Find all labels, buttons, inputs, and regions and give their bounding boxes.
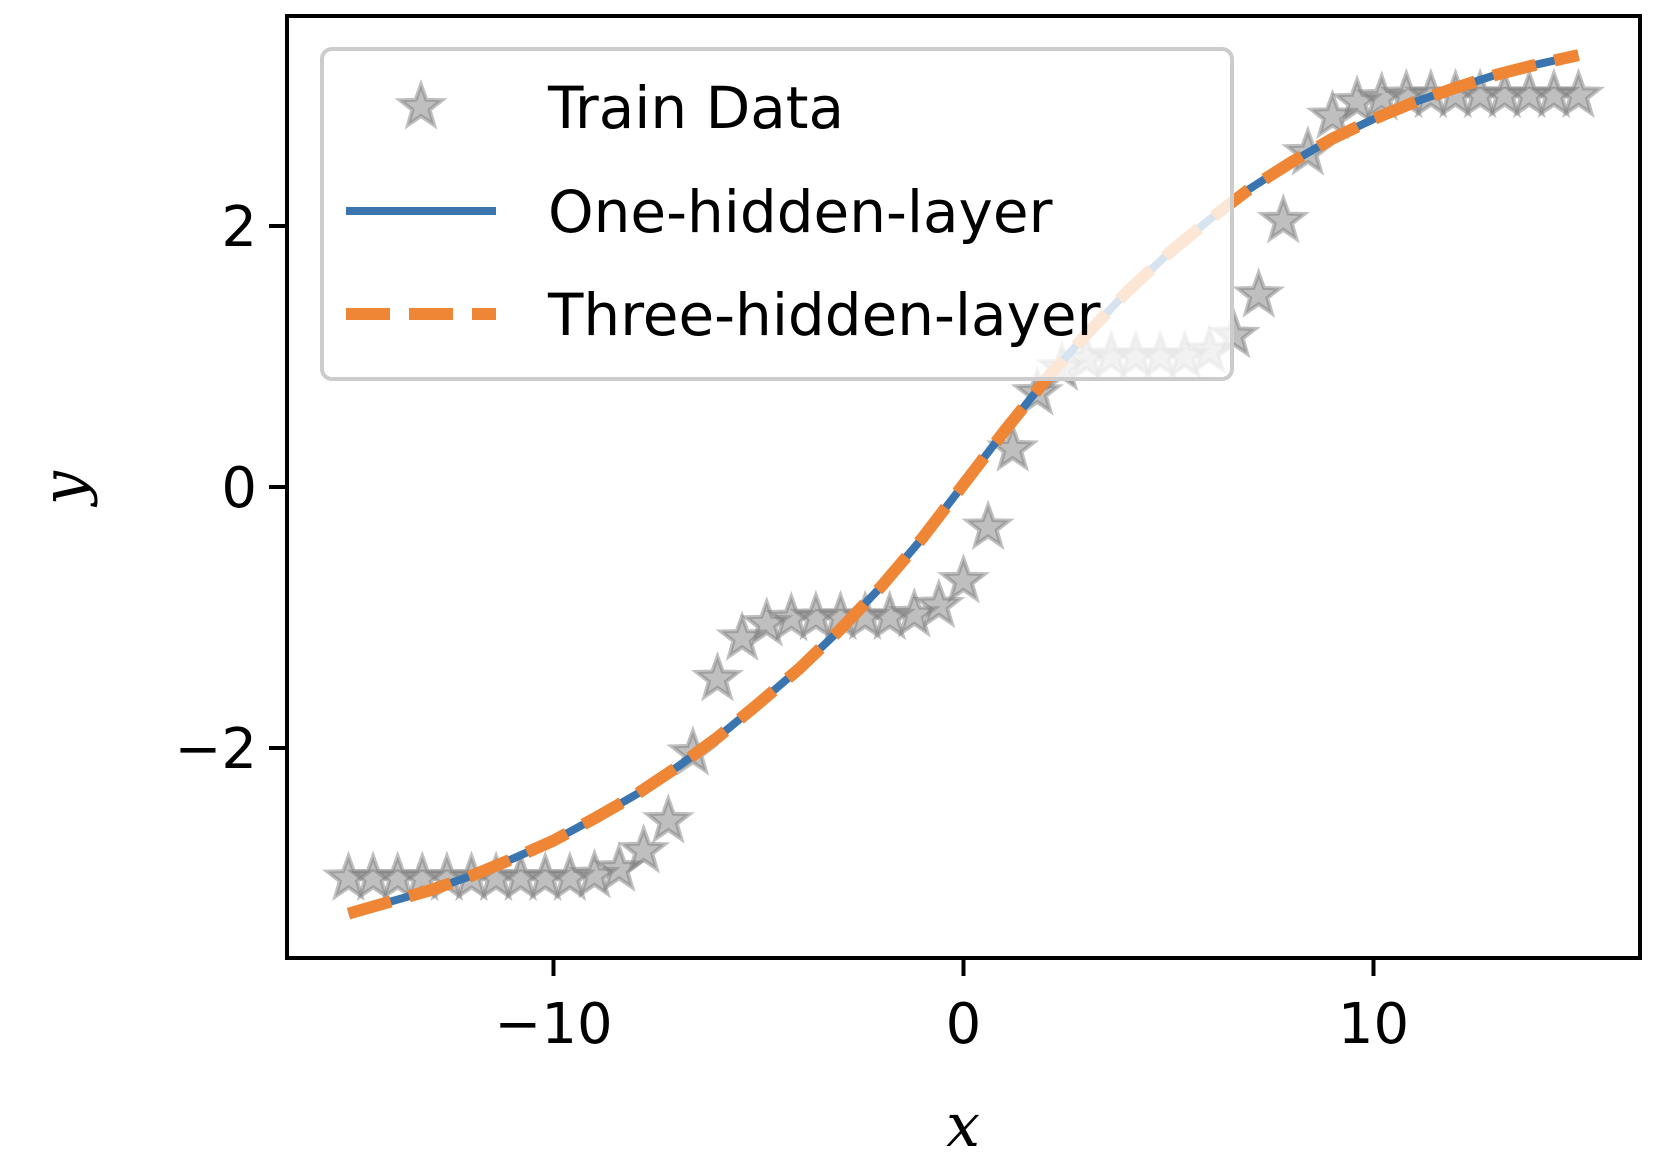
data-point <box>936 552 991 604</box>
legend-star-icon <box>394 79 448 130</box>
legend: Train Data One-hidden-layer Three-hidden-l… <box>320 47 1234 381</box>
legend-box <box>320 47 1234 381</box>
legend-label-three-hidden-layer: Three-hidden-layer <box>547 281 1101 349</box>
x-axis-label: x <box>946 1091 980 1161</box>
y-tick-label: 2 <box>221 195 257 260</box>
x-tick-label: 0 <box>946 992 982 1057</box>
x-axis: −10 0 10 <box>494 958 1409 1057</box>
series-train-data <box>322 67 1605 901</box>
y-axis: −2 0 2 <box>174 195 287 782</box>
series-layer <box>322 49 1605 920</box>
y-tick-label: −2 <box>174 717 257 782</box>
data-point <box>1232 267 1286 318</box>
y-tick-label: 0 <box>221 456 257 521</box>
data-point <box>617 823 671 874</box>
data-point <box>961 499 1015 550</box>
data-point <box>691 650 744 702</box>
x-tick-label: 10 <box>1338 992 1409 1057</box>
data-point <box>912 577 966 629</box>
series-three-hidden-layer-line <box>346 49 1580 920</box>
legend-label-one-hidden-layer: One-hidden-layer <box>548 178 1053 246</box>
legend-label-train-data: Train Data <box>547 74 844 142</box>
x-tick-label: −10 <box>494 992 612 1057</box>
data-point <box>1256 192 1310 244</box>
y-axis-label: y <box>29 470 99 508</box>
data-point <box>641 793 695 844</box>
data-point <box>1552 67 1605 119</box>
